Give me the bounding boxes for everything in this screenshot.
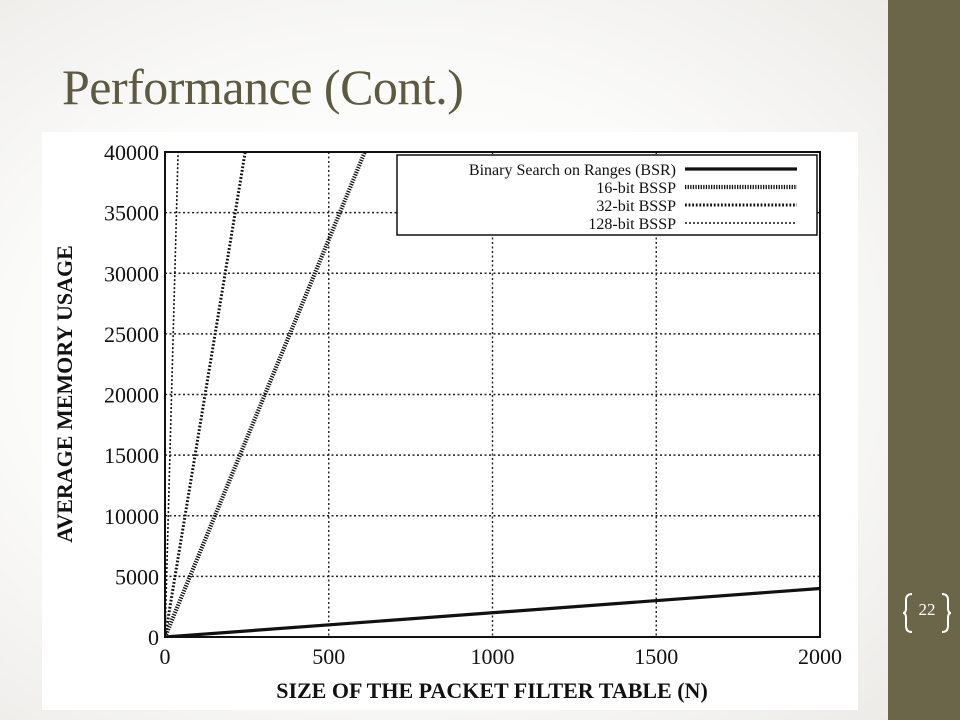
y-axis-title: AVERAGE MEMORY USAGE [52,245,77,542]
legend-label-1: Binary Search on Ranges (BSR) [469,162,676,179]
y-tick-label: 10000 [104,504,159,529]
slide-title: Performance (Cont.) [62,59,464,115]
memory-usage-chart: 0 500 1000 1500 2000050001000015000200002500… [52,140,842,703]
x-tick-label: 1500 [634,644,678,669]
y-tick-label: 20000 [104,383,159,408]
series-lines [165,152,820,637]
y-tick-label: 0 [148,625,159,650]
series-line-1 [165,586,820,637]
page-number: 22 [918,600,936,619]
y-tick-label: 15000 [104,443,159,468]
y-tick-label: 40000 [104,140,159,165]
chart-panel: 0 500 1000 1500 2000 0 5000 10000 15000 20000 2500… [42,132,858,710]
legend-label-2: 16-bit BSSP [596,180,676,197]
x-tick-label: 2000 [798,644,842,669]
x-tick-label: 500 [312,644,345,669]
series-line-3 [165,152,247,637]
x-tick-label: 1000 [471,644,515,669]
x-axis-title: SIZE OF THE PACKET FILTER TABLE (N) [276,678,708,703]
plot-frame [164,151,821,638]
y-tick-label: 30000 [104,261,159,286]
legend-label-4: 128-bit BSSP [588,216,676,233]
series-line-2 [165,152,367,637]
axis-ticks: 0 500 1000 1500 2000050001000015000200002500… [104,140,842,669]
page-number-bracket [903,593,951,633]
series-line-4 [165,152,179,637]
y-tick-label: 35000 [104,201,159,226]
legend-label-3: 32-bit BSSP [596,198,676,215]
y-tick-label: 5000 [115,564,159,589]
y-tick-label: 25000 [104,322,159,347]
legend: Binary Search on Ranges (BSR)16-bit BSSP… [396,154,818,236]
x-tick-label: 0 [160,644,171,669]
grid [165,152,820,637]
